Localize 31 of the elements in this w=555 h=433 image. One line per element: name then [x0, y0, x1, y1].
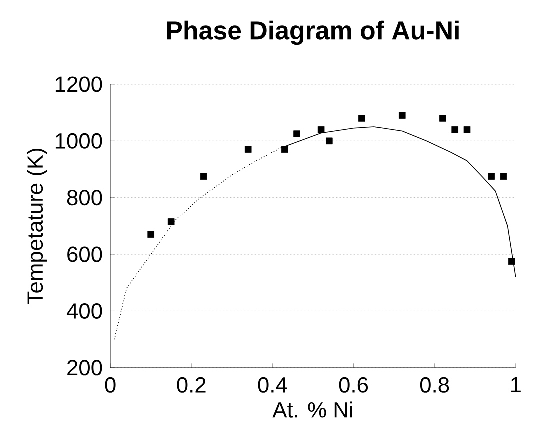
x-tick-label: 0: [105, 377, 116, 393]
point: [358, 115, 366, 122]
y-tick-label: 1200: [56, 76, 102, 92]
point: [318, 126, 325, 134]
point: [464, 126, 471, 134]
point: [244, 146, 252, 153]
point: [500, 173, 508, 180]
y-tick-label: 800: [67, 190, 102, 206]
y-tick-label: 200: [68, 360, 102, 376]
point: [452, 126, 458, 134]
chart-title: Phase Diagram of Au-Ni: [167, 20, 459, 46]
point: [294, 130, 300, 138]
x-tick-label: 0.6: [339, 377, 368, 393]
point: [148, 231, 154, 238]
point: [508, 258, 516, 265]
y-axis-title: Tempetature (K): [27, 148, 48, 304]
point: [488, 173, 495, 180]
x-tick-label: 1: [511, 377, 521, 392]
x-tick-label: 0.2: [177, 377, 206, 393]
y-tick-label: 400: [66, 303, 102, 319]
point: [440, 115, 446, 122]
point: [399, 112, 406, 119]
point: [168, 218, 175, 226]
x-tick-label: 0.4: [258, 377, 288, 393]
x-axis-title: At. % Ni: [272, 402, 352, 418]
y-tick-label: 1000: [56, 133, 102, 149]
point: [281, 146, 288, 153]
point: [200, 173, 208, 180]
point: [326, 138, 333, 144]
y-tick-label: 600: [68, 246, 102, 262]
x-tick-label: 0.8: [420, 377, 450, 393]
